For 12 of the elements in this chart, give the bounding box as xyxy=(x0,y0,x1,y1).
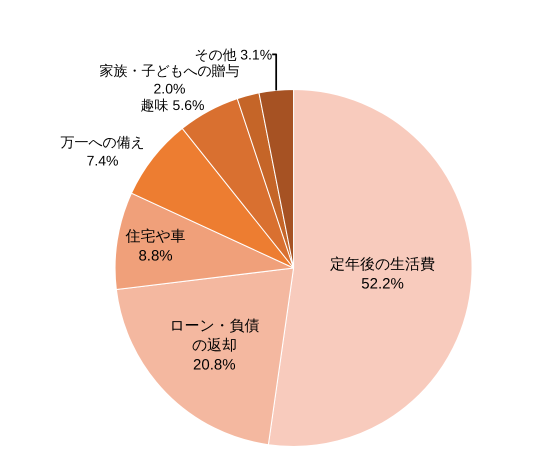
data-label: 20.8% xyxy=(193,356,236,374)
slice-label: 定年後の生活費 xyxy=(330,256,436,274)
data-label: 8.8% xyxy=(138,248,173,265)
slice-label: 住宅や車 xyxy=(124,228,186,246)
data-label: 7.4% xyxy=(86,152,119,168)
slice-label: ローン・負債の返却 xyxy=(169,318,260,354)
slice-label: その他 3.1% xyxy=(194,46,272,62)
data-label: 2.0% xyxy=(154,80,186,97)
slice-label: 趣味 5.6% xyxy=(140,96,204,113)
slice-label: 万一への備え xyxy=(60,134,145,150)
slice-label: 家族・子どもへの贈与 xyxy=(99,62,240,78)
data-label: 52.2% xyxy=(361,276,404,293)
